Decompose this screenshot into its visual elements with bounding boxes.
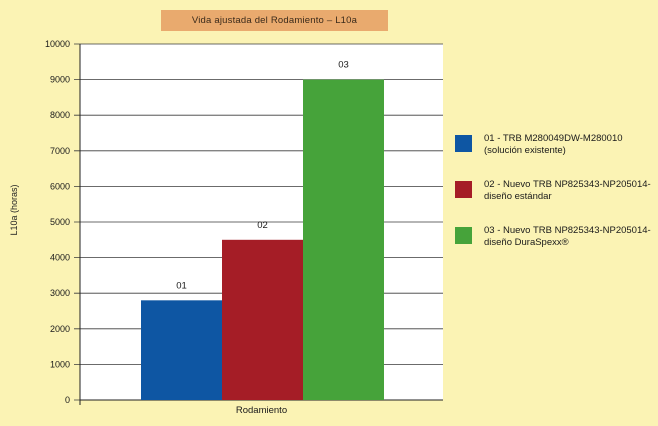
bar-label-01: 01 (176, 280, 187, 291)
y-tick-label-0: 0 (65, 395, 70, 405)
y-tick-label-6000: 6000 (50, 181, 70, 191)
legend-swatch-02 (455, 181, 472, 198)
legend-label-03-line2: diseño DuraSpexx® (484, 237, 569, 248)
bar-03 (303, 79, 384, 400)
bar-02 (222, 239, 303, 400)
legend-swatch-01 (455, 135, 472, 152)
legend-swatch-03 (455, 227, 472, 244)
chart-title: Vida ajustada del Rodamiento – L10a (161, 10, 388, 31)
y-tick-label-9000: 9000 (50, 75, 70, 85)
bar-label-03: 03 (338, 60, 349, 71)
y-tick-label-3000: 3000 (50, 288, 70, 298)
legend-label-03-line1: 03 - Nuevo TRB NP825343-NP205014- (484, 225, 651, 236)
legend: 01 - TRB M280049DW-M280010 (solución exi… (455, 133, 658, 271)
y-axis-label: L10a (horas) (9, 184, 19, 236)
y-tick-label-2000: 2000 (50, 324, 70, 334)
x-axis-label: Rodamiento (236, 405, 287, 416)
legend-item-01: 01 - TRB M280049DW-M280010 (solución exi… (455, 133, 658, 169)
legend-label-02-line1: 02 - Nuevo TRB NP825343-NP205014- (484, 179, 651, 190)
bar-label-02: 02 (257, 220, 268, 231)
y-tick-label-1000: 1000 (50, 359, 70, 369)
legend-label-02-line2: diseño estándar (484, 191, 552, 202)
legend-label-01-line1: 01 - TRB M280049DW-M280010 (484, 133, 623, 144)
y-tick-label-7000: 7000 (50, 146, 70, 156)
legend-label-01-line2: (solución existente) (484, 145, 566, 156)
y-tick-label-4000: 4000 (50, 253, 70, 263)
y-tick-label-10000: 10000 (45, 39, 70, 49)
y-tick-label-5000: 5000 (50, 217, 70, 227)
legend-item-02: 02 - Nuevo TRB NP825343-NP205014- diseño… (455, 179, 658, 215)
bar-01 (141, 300, 222, 400)
y-tick-label-8000: 8000 (50, 110, 70, 120)
legend-item-03: 03 - Nuevo TRB NP825343-NP205014- diseño… (455, 225, 658, 261)
